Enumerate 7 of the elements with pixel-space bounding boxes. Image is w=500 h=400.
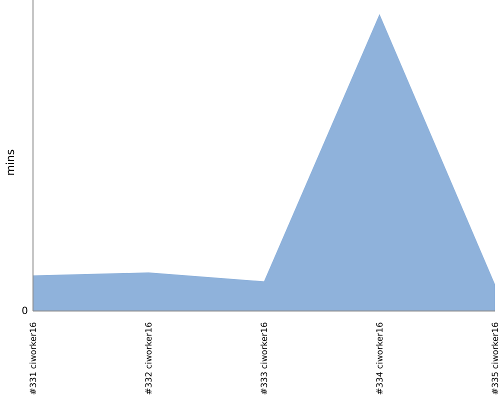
x-tick-label: #333 ciworker16	[260, 322, 270, 395]
x-tick-label: #334 ciworker16	[376, 322, 386, 395]
x-tick-label: #331 ciworker16	[29, 322, 39, 395]
y-axis-title: mins	[4, 149, 17, 176]
x-tick-label: #335 ciworker16	[491, 322, 500, 395]
x-tick-label: #332 ciworker16	[144, 322, 154, 395]
text: 0	[22, 306, 28, 317]
